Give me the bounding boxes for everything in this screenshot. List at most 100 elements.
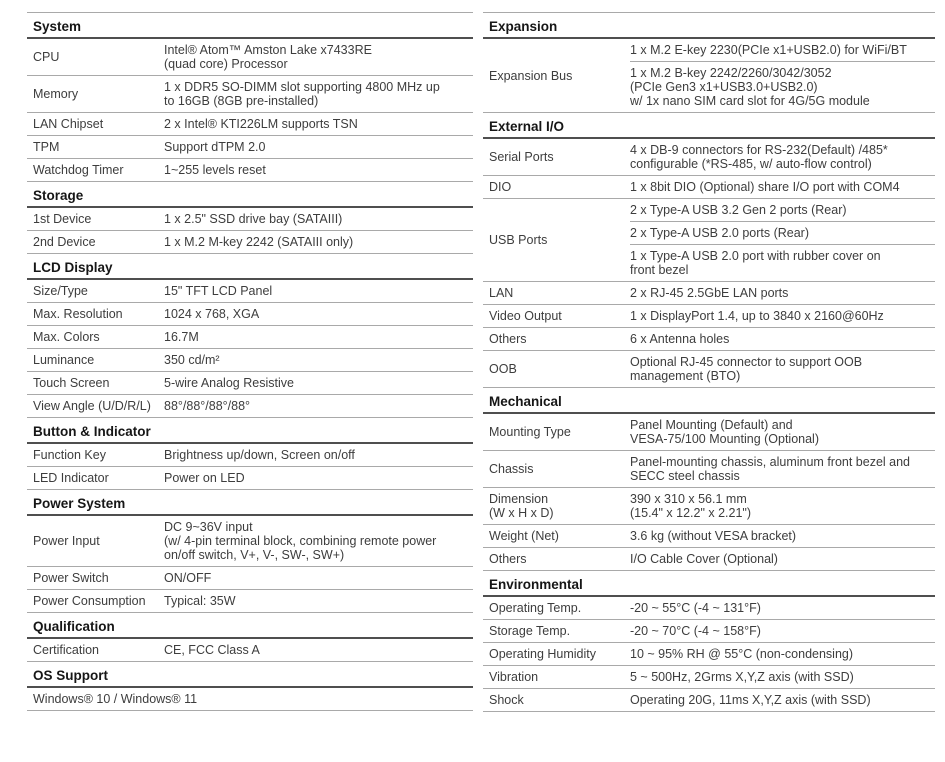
- spec-row-values: 16.7M: [164, 326, 473, 348]
- spec-section-system: System CPU Intel® Atom™ Amston Lake x743…: [27, 13, 473, 182]
- spec-row-values: Power on LED: [164, 467, 473, 489]
- section-title: Qualification: [27, 613, 473, 639]
- spec-value: 2 x Type-A USB 3.2 Gen 2 ports (Rear): [630, 203, 847, 217]
- spec-row-label: Memory: [33, 87, 79, 101]
- spec-row-led-indicator: LED Indicator Power on LED: [27, 467, 473, 490]
- spec-row-values: 4 x DB-9 connectors for RS-232(Default) …: [630, 139, 935, 175]
- spec-row-values: Typical: 35W: [164, 590, 473, 612]
- spec-value: 1 x 8bit DIO (Optional) share I/O port w…: [630, 180, 900, 194]
- spec-value: Panel Mounting (Default) and VESA-75/100…: [630, 418, 819, 446]
- spec-row-label: Expansion Bus: [489, 68, 573, 83]
- spec-row-values: -20 ~ 70°C (-4 ~ 158°F): [630, 620, 935, 642]
- spec-value: Typical: 35W: [164, 594, 236, 608]
- spec-row-tpm: TPM Support dTPM 2.0: [27, 136, 473, 159]
- spec-row-usb-ports: USB Ports 2 x Type-A USB 3.2 Gen 2 ports…: [483, 199, 935, 282]
- spec-row-label: Luminance: [33, 353, 95, 367]
- section-title: Environmental: [483, 571, 935, 597]
- spec-row-values: -20 ~ 55°C (-4 ~ 131°F): [630, 597, 935, 619]
- spec-row-label: LAN: [489, 286, 514, 300]
- spec-row-values: 10 ~ 95% RH @ 55°C (non-condensing): [630, 643, 935, 665]
- spec-value: 1 x 2.5" SSD drive bay (SATAIII): [164, 212, 343, 226]
- spec-row-label: Mounting Type: [489, 425, 571, 439]
- spec-row-values: ON/OFF: [164, 567, 473, 589]
- spec-row-storage-temp: Storage Temp. -20 ~ 70°C (-4 ~ 158°F): [483, 620, 935, 643]
- spec-row-label: 2nd Device: [33, 235, 96, 249]
- spec-section-environmental: Environmental Operating Temp. -20 ~ 55°C…: [483, 571, 935, 712]
- spec-row-label: Chassis: [489, 462, 534, 476]
- spec-row-label: Touch Screen: [33, 376, 110, 390]
- spec-row-values: DC 9~36V input (w/ 4-pin terminal block,…: [164, 516, 473, 566]
- section-title: Button & Indicator: [27, 418, 473, 444]
- spec-row-values: Intel® Atom™ Amston Lake x7433RE (quad c…: [164, 39, 473, 75]
- spec-row-values: 5 ~ 500Hz, 2Grms X,Y,Z axis (with SSD): [630, 666, 935, 688]
- section-title: LCD Display: [27, 254, 473, 280]
- spec-value: 2 x Type-A USB 2.0 ports (Rear): [630, 221, 935, 244]
- spec-row-certification: Certification CE, FCC Class A: [27, 639, 473, 662]
- spec-row-operating-temp: Operating Temp. -20 ~ 55°C (-4 ~ 131°F): [483, 597, 935, 620]
- section-title: Storage: [27, 182, 473, 208]
- spec-section-button-indicator: Button & Indicator Function Key Brightne…: [27, 418, 473, 490]
- spec-row-vibration: Vibration 5 ~ 500Hz, 2Grms X,Y,Z axis (w…: [483, 666, 935, 689]
- spec-row-weight-net: Weight (Net) 3.6 kg (without VESA bracke…: [483, 525, 935, 548]
- spec-row-values: Support dTPM 2.0: [164, 136, 473, 158]
- spec-row-2nd-device: 2nd Device 1 x M.2 M-key 2242 (SATAIII o…: [27, 231, 473, 254]
- section-title: Mechanical: [483, 388, 935, 414]
- spec-value: 3.6 kg (without VESA bracket): [630, 529, 797, 543]
- spec-row-values: 350 cd/m²: [164, 349, 473, 371]
- section-rows: CPU Intel® Atom™ Amston Lake x7433RE (qu…: [27, 39, 473, 182]
- spec-row-label: Others: [489, 552, 527, 566]
- section-title: OS Support: [27, 662, 473, 688]
- spec-row-label: Power Input: [33, 534, 100, 548]
- spec-row-label: LAN Chipset: [33, 117, 104, 131]
- spec-value: 350 cd/m²: [164, 353, 220, 367]
- section-rows: Windows® 10 / Windows® 11: [27, 688, 473, 711]
- spec-row-label: USB Ports: [489, 233, 548, 247]
- spec-row-label: OOB: [489, 362, 517, 376]
- spec-row-values: 2 x Intel® KTI226LM supports TSN: [164, 113, 473, 135]
- spec-row-label: View Angle (U/D/R/L): [33, 399, 151, 413]
- spec-row-values: 5-wire Analog Resistive: [164, 372, 473, 394]
- spec-row-shock: Shock Operating 20G, 11ms X,Y,Z axis (wi…: [483, 689, 935, 712]
- spec-row-others: Others 6 x Antenna holes: [483, 328, 935, 351]
- section-rows: Serial Ports 4 x DB-9 connectors for RS-…: [483, 139, 935, 388]
- spec-row-power-consumption: Power Consumption Typical: 35W: [27, 590, 473, 613]
- section-title: System: [27, 13, 473, 39]
- spec-row-label: Video Output: [489, 309, 562, 323]
- spec-row-lan: LAN 2 x RJ-45 2.5GbE LAN ports: [483, 282, 935, 305]
- spec-row-label: Storage Temp.: [489, 624, 571, 638]
- spec-section-os-support: OS Support Windows® 10 / Windows® 11: [27, 662, 473, 711]
- spec-section-qualification: Qualification Certification CE, FCC Clas…: [27, 613, 473, 662]
- section-rows: Operating Temp. -20 ~ 55°C (-4 ~ 131°F) …: [483, 597, 935, 712]
- spec-row-label: Power Switch: [33, 571, 109, 585]
- spec-row-values: CE, FCC Class A: [164, 639, 473, 661]
- spec-value: I/O Cable Cover (Optional): [630, 552, 778, 566]
- spec-section-external-i-o: External I/O Serial Ports 4 x DB-9 conne…: [483, 113, 935, 388]
- spec-value: Operating 20G, 11ms X,Y,Z axis (with SSD…: [630, 693, 871, 707]
- spec-value: 16.7M: [164, 330, 199, 344]
- spec-row-os-support: Windows® 10 / Windows® 11: [27, 688, 473, 711]
- spec-row-label: Operating Humidity: [489, 647, 596, 661]
- spec-row-label: Watchdog Timer: [33, 163, 124, 177]
- spec-row-values: 2 x RJ-45 2.5GbE LAN ports: [630, 282, 935, 304]
- spec-row-label: Operating Temp.: [489, 601, 582, 615]
- spec-row-power-switch: Power Switch ON/OFF: [27, 567, 473, 590]
- spec-row-values: 1 x DDR5 SO-DIMM slot supporting 4800 MH…: [164, 76, 473, 112]
- spec-row-video-output: Video Output 1 x DisplayPort 1.4, up to …: [483, 305, 935, 328]
- spec-value: 390 x 310 x 56.1 mm (15.4" x 12.2" x 2.2…: [630, 492, 752, 520]
- spec-value: 4 x DB-9 connectors for RS-232(Default) …: [630, 143, 888, 171]
- spec-row-label: TPM: [33, 140, 60, 154]
- spec-value: Panel-mounting chassis, aluminum front b…: [630, 455, 911, 483]
- spec-value: 5 ~ 500Hz, 2Grms X,Y,Z axis (with SSD): [630, 670, 854, 684]
- spec-row-touch-screen: Touch Screen 5-wire Analog Resistive: [27, 372, 473, 395]
- spec-row-values: I/O Cable Cover (Optional): [630, 548, 935, 570]
- spec-row-values: 1 x M.2 E-key 2230(PCIe x1+USB2.0) for W…: [630, 39, 935, 112]
- spec-row-mounting-type: Mounting Type Panel Mounting (Default) a…: [483, 414, 935, 451]
- spec-value: -20 ~ 70°C (-4 ~ 158°F): [630, 624, 761, 638]
- spec-row-label: 1st Device: [33, 212, 92, 226]
- spec-row-label: Max. Colors: [33, 330, 100, 344]
- spec-value: Brightness up/down, Screen on/off: [164, 448, 355, 462]
- spec-value: Support dTPM 2.0: [164, 140, 266, 154]
- spec-row-others: Others I/O Cable Cover (Optional): [483, 548, 935, 571]
- section-rows: Function Key Brightness up/down, Screen …: [27, 444, 473, 490]
- spec-row-values: 1~255 levels reset: [164, 159, 473, 181]
